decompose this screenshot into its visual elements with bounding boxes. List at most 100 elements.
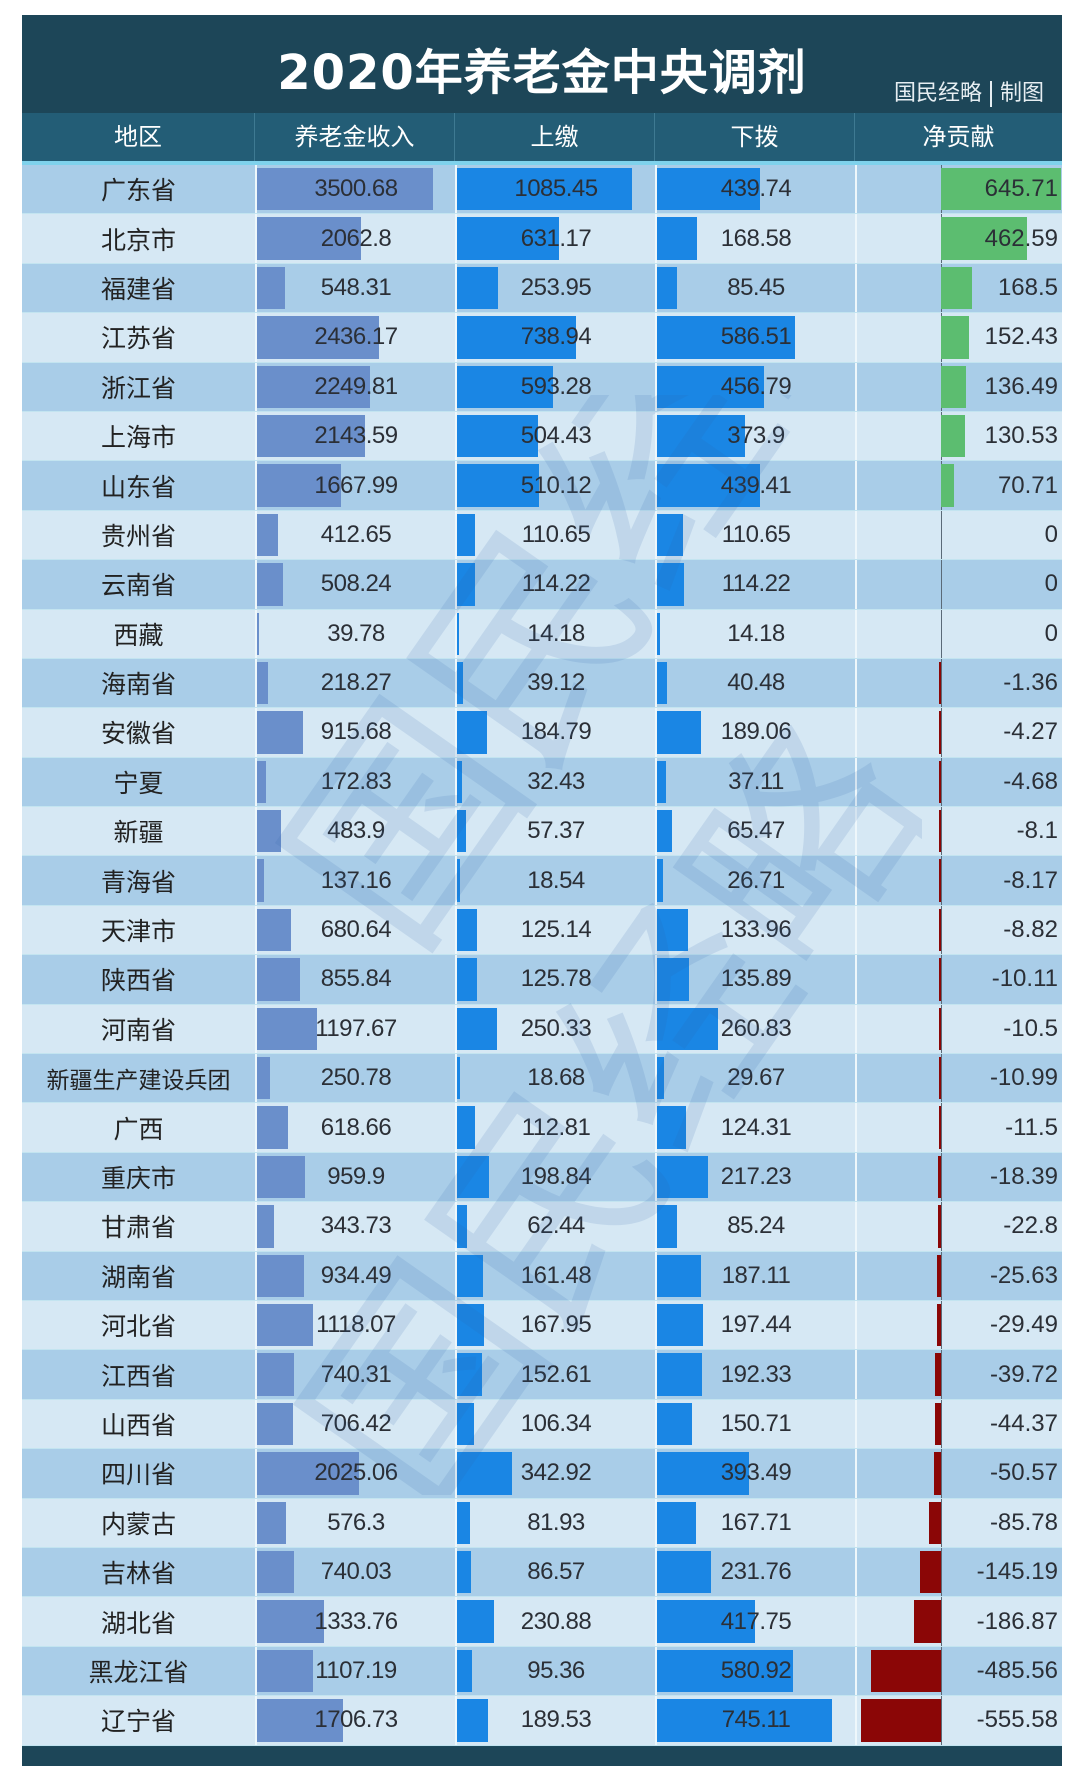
down-bar xyxy=(657,464,761,507)
up-bar xyxy=(457,1501,471,1544)
up-bar xyxy=(457,760,463,804)
table-row: 山西省 706.42 106.34 150.71 -44.37 xyxy=(22,1399,1062,1450)
income-cell: 1107.19 xyxy=(255,1646,455,1696)
down-cell: 217.23 xyxy=(655,1152,855,1202)
income-bar xyxy=(257,1699,343,1742)
down-bar xyxy=(657,414,745,458)
net-zero-axis xyxy=(941,1004,942,1054)
region-name: 宁夏 xyxy=(113,768,164,798)
net-negative-bar xyxy=(939,1106,941,1149)
net-zero-axis xyxy=(941,856,942,905)
up-value: 1085.45 xyxy=(514,175,598,203)
down-bar xyxy=(657,1402,693,1446)
net-zero-axis xyxy=(941,1498,942,1547)
income-value: 3500.68 xyxy=(314,175,398,203)
down-cell: 150.71 xyxy=(655,1399,855,1449)
income-value: 2249.81 xyxy=(314,372,398,400)
down-bar xyxy=(657,1205,678,1248)
net-cell: 0 xyxy=(855,609,1062,658)
down-bar xyxy=(657,513,683,557)
income-value: 412.65 xyxy=(320,520,392,548)
up-cell: 167.95 xyxy=(455,1300,655,1350)
down-value: 373.9 xyxy=(727,422,785,450)
up-cell: 32.43 xyxy=(455,757,655,807)
up-cell: 86.57 xyxy=(455,1547,655,1597)
up-value: 342.92 xyxy=(520,1459,592,1487)
table-row: 河北省 1118.07 167.95 197.44 -29.49 xyxy=(22,1300,1062,1351)
region-name: 云南省 xyxy=(100,571,176,601)
income-cell: 343.73 xyxy=(255,1202,455,1251)
net-positive-bar xyxy=(941,414,966,458)
table-row: 云南省 508.24 114.22 114.22 0 xyxy=(22,560,1062,610)
income-value: 855.84 xyxy=(320,965,392,993)
net-negative-bar xyxy=(914,1600,941,1643)
net-negative-bar xyxy=(939,958,941,1001)
net-cell: -10.99 xyxy=(855,1054,1062,1103)
income-cell: 915.68 xyxy=(255,708,455,757)
income-bar xyxy=(257,365,371,408)
region-name: 福建省 xyxy=(100,274,176,304)
down-cell: 192.33 xyxy=(655,1350,855,1399)
down-value: 393.49 xyxy=(720,1459,792,1487)
down-bar xyxy=(657,1106,687,1149)
down-value: 150.71 xyxy=(720,1409,792,1437)
up-value: 152.61 xyxy=(520,1360,592,1388)
down-cell: 439.41 xyxy=(655,461,855,510)
income-value: 172.83 xyxy=(320,767,392,795)
net-cell: -29.49 xyxy=(855,1300,1062,1350)
down-bar xyxy=(657,810,673,853)
header-up: 上缴 xyxy=(455,113,655,161)
income-value: 915.68 xyxy=(320,718,392,746)
net-value: 168.5 xyxy=(997,273,1058,301)
up-cell: 95.36 xyxy=(455,1646,655,1696)
down-bar xyxy=(657,1600,756,1643)
region-name: 陕西省 xyxy=(100,966,176,996)
region-name: 广西 xyxy=(113,1114,164,1144)
income-value: 2436.17 xyxy=(314,323,398,351)
header-income: 养老金收入 xyxy=(255,113,455,161)
credit-label: 国民经略 制图 xyxy=(894,75,1044,107)
net-cell: -10.5 xyxy=(855,1004,1062,1054)
income-value: 483.9 xyxy=(327,817,385,845)
net-value: 70.71 xyxy=(997,471,1058,499)
table-row: 甘肃省 343.73 62.44 85.24 -22.8 xyxy=(22,1202,1062,1252)
down-value: 439.41 xyxy=(720,471,792,499)
up-value: 184.79 xyxy=(520,718,592,746)
net-negative-bar xyxy=(939,908,941,952)
income-value: 1667.99 xyxy=(314,471,398,499)
region-name: 新疆生产建设兵团 xyxy=(46,1068,231,1095)
up-bar xyxy=(457,316,577,359)
down-cell: 133.96 xyxy=(655,905,855,955)
net-cell: -11.5 xyxy=(855,1103,1062,1152)
down-bar xyxy=(657,365,765,408)
net-zero-axis xyxy=(941,1251,942,1300)
income-cell: 1118.07 xyxy=(255,1300,455,1350)
net-value: -11.5 xyxy=(1005,1113,1058,1141)
up-cell: 125.78 xyxy=(455,955,655,1004)
income-value: 39.78 xyxy=(327,619,385,647)
net-cell: -8.82 xyxy=(855,905,1062,955)
income-bar xyxy=(257,1501,286,1544)
table-row: 黑龙江省 1107.19 95.36 580.92 -485.56 xyxy=(22,1646,1062,1697)
income-bar xyxy=(257,1452,359,1495)
income-bar xyxy=(257,1600,325,1643)
down-value: 29.67 xyxy=(727,1064,785,1092)
region-name: 浙江省 xyxy=(100,373,176,403)
income-cell: 1706.73 xyxy=(255,1696,455,1745)
down-bar xyxy=(657,1550,712,1594)
net-negative-bar xyxy=(939,859,941,902)
table-row: 上海市 2143.59 504.43 373.9 130.53 xyxy=(22,411,1062,462)
income-bar xyxy=(257,414,365,458)
down-value: 260.83 xyxy=(720,1014,792,1042)
net-cell: 136.49 xyxy=(855,362,1062,411)
up-bar xyxy=(457,958,478,1001)
income-cell: 3500.68 xyxy=(255,165,455,214)
up-value: 106.34 xyxy=(520,1409,592,1437)
credit-divider xyxy=(989,81,992,107)
income-value: 740.31 xyxy=(320,1360,392,1388)
up-cell: 253.95 xyxy=(455,263,655,313)
up-value: 112.81 xyxy=(521,1113,591,1141)
region-name: 重庆市 xyxy=(100,1164,176,1193)
income-value: 1333.76 xyxy=(314,1607,398,1635)
down-value: 26.71 xyxy=(727,866,785,894)
